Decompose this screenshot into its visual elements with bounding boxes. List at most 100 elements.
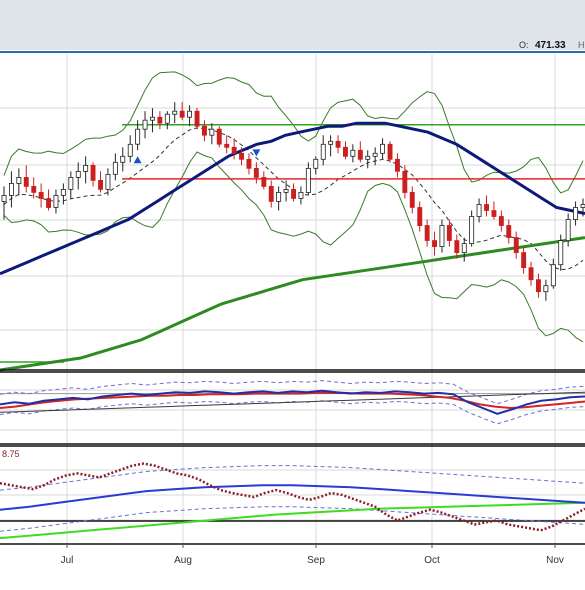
candle-body xyxy=(461,243,467,254)
candle-body xyxy=(387,143,393,160)
candle-body xyxy=(372,152,378,157)
oscillator-2-panel[interactable]: 8.75 xyxy=(0,445,585,540)
osc1-band-upper xyxy=(0,380,585,405)
candle-body xyxy=(432,240,437,248)
bollinger-lower xyxy=(3,151,584,343)
ohlc-open-prefix: O: xyxy=(519,40,529,50)
candle-body xyxy=(83,164,89,172)
candle-body xyxy=(402,170,408,193)
candle-body xyxy=(491,210,497,217)
osc2-value-label: 8.75 xyxy=(2,449,20,459)
candle-body xyxy=(484,204,489,211)
candle-body xyxy=(201,125,207,136)
candle-body xyxy=(253,167,259,178)
candle-body xyxy=(38,191,44,199)
candle-body xyxy=(246,158,252,169)
candle-body xyxy=(313,158,319,169)
candle-body xyxy=(521,252,527,269)
osc2-blue-line xyxy=(0,484,585,511)
candle-body xyxy=(469,216,475,245)
candle-body xyxy=(1,194,7,202)
ohlc-open-value: 471.33 xyxy=(535,40,566,51)
candle-body xyxy=(8,182,14,196)
candle-body xyxy=(424,225,430,241)
candle-body xyxy=(209,128,215,136)
candle-body xyxy=(75,170,81,178)
osc1-blue-line xyxy=(0,389,585,415)
candle-body xyxy=(320,143,326,160)
candle-body xyxy=(187,110,192,118)
candle-body xyxy=(291,188,296,199)
candle-body xyxy=(112,161,118,175)
x-axis: Jul Aug Sep Oct Nov xyxy=(0,543,585,566)
candle-body xyxy=(543,285,549,293)
x-tick-label: Oct xyxy=(424,555,440,566)
candle-body xyxy=(224,143,230,148)
candle-body xyxy=(498,216,504,226)
candle-body xyxy=(342,146,348,157)
candle-body xyxy=(417,207,423,227)
x-tick-label: Jul xyxy=(61,555,74,566)
candle-body xyxy=(550,264,556,287)
candle-body xyxy=(328,140,334,145)
candle-body xyxy=(164,113,170,124)
candle-body xyxy=(446,225,452,241)
candle-body xyxy=(261,176,267,187)
candle-body xyxy=(142,119,148,130)
candle-body xyxy=(172,110,178,115)
sell-signal-marker xyxy=(252,149,261,157)
candle-body xyxy=(149,116,155,121)
grid-lines xyxy=(0,54,585,544)
candle-body xyxy=(276,191,282,202)
osc2-band-lower xyxy=(0,506,585,532)
candle-body xyxy=(127,143,133,157)
candle-body xyxy=(157,116,163,124)
candle-body xyxy=(239,152,244,160)
candle-body xyxy=(573,207,578,220)
candle-body xyxy=(565,219,571,242)
candle-body xyxy=(120,155,126,163)
candle-body xyxy=(90,164,96,181)
candle-body xyxy=(60,188,66,196)
candle-body xyxy=(380,143,385,154)
x-tick-label: Nov xyxy=(546,555,564,566)
candle-body xyxy=(454,240,460,254)
candle-body xyxy=(580,204,585,208)
candle-body xyxy=(476,204,482,217)
candle-body xyxy=(298,191,304,199)
candle-body xyxy=(216,128,222,145)
candle-body xyxy=(394,158,400,172)
candle-body xyxy=(179,110,185,118)
candle-body xyxy=(439,225,445,248)
candle-body xyxy=(283,188,289,193)
osc2-green-line xyxy=(0,501,585,540)
candle-body xyxy=(194,110,200,127)
candle-body xyxy=(335,140,341,148)
candle-body xyxy=(46,198,51,208)
chart-header-bar xyxy=(0,0,585,50)
candle-body xyxy=(23,176,29,187)
candle-body xyxy=(268,185,274,202)
candle-body xyxy=(305,167,311,193)
candle-body xyxy=(365,155,371,160)
candle-body xyxy=(528,267,534,281)
candle-body xyxy=(231,146,237,154)
oscillator-1-panel[interactable] xyxy=(0,371,585,445)
osc1-black-line xyxy=(0,391,585,413)
ma-slow-line xyxy=(0,236,585,372)
candle-body xyxy=(558,240,564,266)
candle-body xyxy=(536,279,541,293)
price-panel[interactable] xyxy=(0,71,585,372)
candle-body xyxy=(409,191,415,208)
buy-signal-marker xyxy=(133,156,142,164)
candle-body xyxy=(350,149,356,157)
candle-body xyxy=(16,176,22,184)
candle-body xyxy=(68,176,74,190)
osc2-dotted-line xyxy=(0,462,585,532)
candle-body xyxy=(357,149,363,160)
ohlc-next-label: H xyxy=(578,40,585,50)
candle-body xyxy=(513,237,519,254)
candle-body xyxy=(506,225,512,238)
